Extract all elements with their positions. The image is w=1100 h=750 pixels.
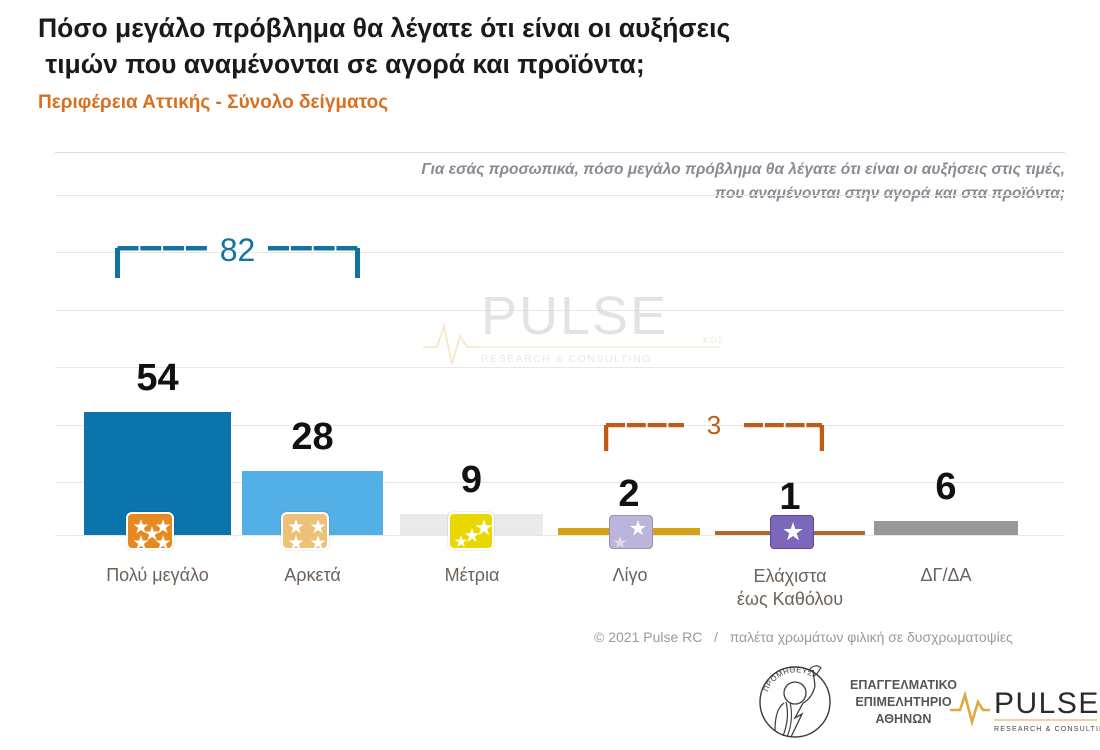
svg-text:PULSE: PULSE: [481, 286, 668, 346]
svg-text:RESEARCH & CONSULTING: RESEARCH & CONSULTING: [994, 726, 1100, 733]
svg-text:PULSE: PULSE: [994, 687, 1100, 720]
svg-text:ΚΟΣΜΟΣ: ΚΟΣΜΟΣ: [703, 335, 723, 345]
svg-text:RESEARCH & CONSULTING: RESEARCH & CONSULTING: [481, 353, 652, 365]
